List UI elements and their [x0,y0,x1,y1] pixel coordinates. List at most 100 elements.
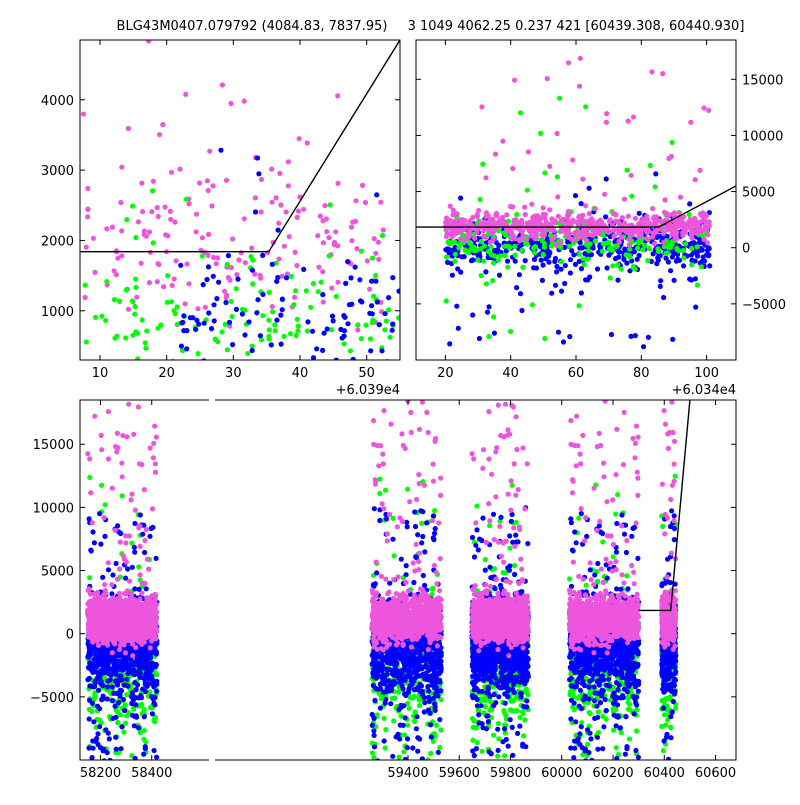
data-point-magenta [162,205,167,210]
data-point-blue [94,736,99,741]
data-point-green [348,348,353,353]
data-point-blue [211,274,216,279]
data-point-magenta [142,228,147,233]
data-point-blue [470,312,475,317]
data-point-green [576,516,581,521]
data-point-green [273,328,278,333]
data-point-magenta [157,132,162,137]
data-point-blue [107,736,112,741]
data-point-green [587,710,592,715]
data-point-blue [144,586,149,591]
data-point-green [624,786,629,791]
data-point-magenta [604,120,609,125]
data-point-green [327,253,332,258]
data-point-magenta [118,200,123,205]
data-point-magenta [665,214,670,219]
data-point-magenta [210,183,215,188]
data-point-magenta [91,236,96,241]
data-point-blue [700,259,705,264]
data-point-blue [125,663,130,668]
data-point-blue [523,258,528,263]
data-point-green [382,716,387,721]
data-point-blue [369,303,374,308]
data-point-green [383,745,388,750]
data-point-green [250,258,255,263]
data-point-magenta [660,71,665,76]
data-point-magenta [616,231,621,236]
data-point-blue [122,708,127,713]
data-point-blue [97,511,102,516]
x-tick-label: 20 [158,366,175,381]
data-point-green [525,692,530,697]
data-point-blue [371,582,376,587]
data-point-green [663,696,668,701]
data-point-magenta [463,238,468,243]
data-points [85,399,678,791]
data-point-blue [414,726,419,731]
data-point-blue [106,567,111,572]
data-point-green [519,248,524,253]
data-point-green [480,749,485,754]
data-point-green [139,703,144,708]
data-point-blue [280,307,285,312]
data-point-green [518,110,523,115]
data-point-green [681,248,686,253]
data-point-magenta [483,235,488,240]
data-point-green [417,703,422,708]
data-point-blue [428,722,433,727]
data-point-magenta [526,149,531,154]
data-point-magenta [156,262,161,267]
data-point-magenta [524,237,529,242]
data-point-blue [496,243,501,248]
data-point-blue [179,320,184,325]
data-point-blue [269,342,274,347]
data-point-blue [276,228,281,233]
x-tick-label: 10 [92,366,109,381]
data-point-blue [118,531,123,536]
data-point-magenta [270,304,275,309]
data-point-green [653,184,658,189]
data-point-magenta [453,211,458,216]
data-point-green [112,297,117,302]
data-point-blue [627,268,632,273]
data-point-blue [689,252,694,257]
data-point-green [478,197,483,202]
data-point-blue [421,573,426,578]
data-point-green [669,242,674,247]
data-point-green [419,521,424,526]
data-point-magenta [85,207,90,212]
data-point-blue [693,276,698,281]
data-point-blue [390,321,395,326]
data-point-green [542,170,547,175]
data-point-blue [658,278,663,283]
data-point-blue [240,311,245,316]
data-point-magenta [183,301,188,306]
data-point-blue [349,302,354,307]
data-point-green [373,273,378,278]
data-point-green [489,244,494,249]
data-point-blue [97,706,102,711]
data-point-green [135,356,140,361]
data-point-magenta [234,272,239,277]
data-point-magenta [685,222,690,227]
data-point-magenta [520,233,525,238]
data-point-green [577,252,582,257]
data-point-magenta [587,211,592,216]
data-point-magenta [144,234,149,239]
data-point-green [291,302,296,307]
data-point-magenta [326,235,331,240]
data-point-magenta [576,234,581,239]
data-point-blue [124,677,129,682]
data-point-magenta [650,206,655,211]
data-point-green [479,239,484,244]
data-point-magenta [119,228,124,233]
data-point-blue [433,705,438,710]
data-point-magenta [500,215,505,220]
data-point-blue [429,663,434,668]
data-point-green [245,351,250,356]
data-point-green [124,287,129,292]
data-point-blue [370,653,375,658]
data-point-green [567,576,572,581]
data-point-blue [531,265,536,270]
data-point-blue [573,262,578,267]
